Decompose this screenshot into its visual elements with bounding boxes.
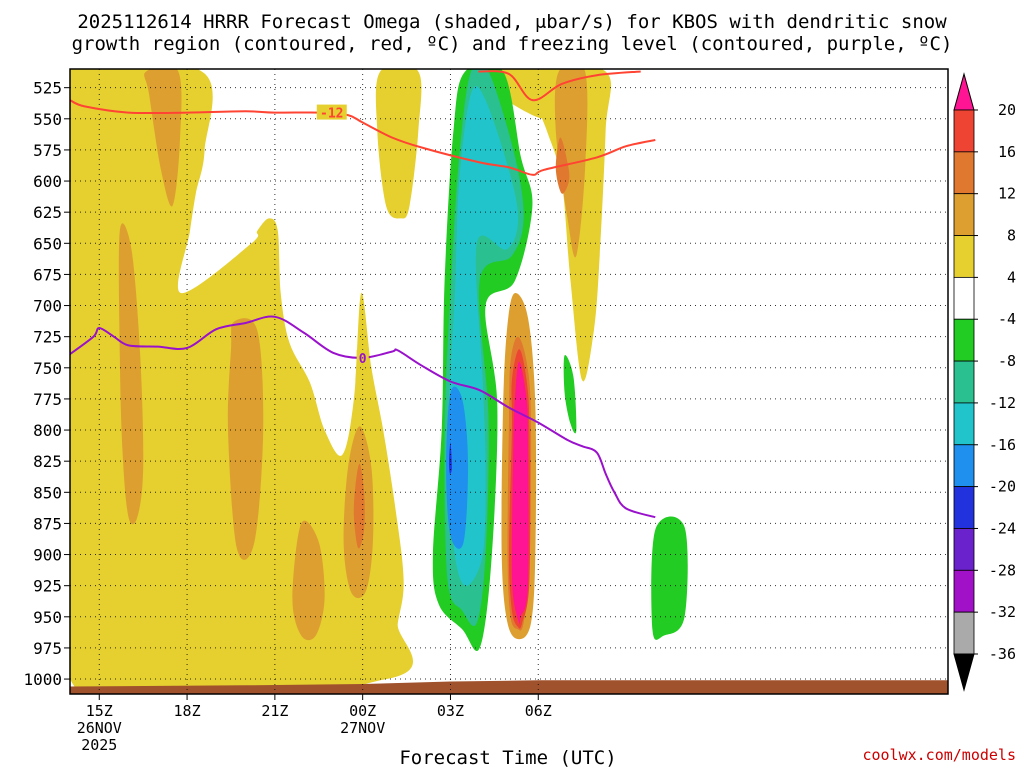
y-tick-label: 1000: [23, 670, 62, 689]
dgz-contour-label: -12: [320, 107, 343, 122]
colorbar-label: -28: [989, 561, 1016, 579]
colorbar-segment: [953, 402, 975, 446]
colorbar: 20 16 12 8 4 -4 -8 -12 -16 -20 -24 -28 -32 -36: [953, 72, 1016, 692]
omega-region: [118, 223, 144, 525]
omega-region: [144, 69, 182, 207]
colorbar-label: 12: [998, 185, 1016, 203]
x-tick-label: 00Z: [349, 702, 376, 720]
y-tick-label: 800: [33, 421, 62, 440]
y-tick-label: 700: [33, 297, 62, 316]
colorbar-segment: [953, 569, 975, 613]
colorbar-label: -16: [989, 436, 1016, 454]
y-tick-label: 625: [33, 203, 62, 222]
terrain-surface: [70, 680, 948, 694]
colorbar-segment: [953, 444, 975, 488]
colorbar-label: -12: [989, 394, 1016, 412]
y-tick-label: 825: [33, 452, 62, 471]
colorbar-label: -24: [989, 519, 1016, 537]
x-tick-label: 03Z: [437, 702, 464, 720]
freezing-level-label: 0: [359, 352, 367, 367]
omega-region: [651, 516, 688, 640]
colorbar-segment: [953, 528, 975, 571]
contour-lines: [70, 70, 656, 519]
y-tick-label: 675: [33, 265, 62, 284]
omega-region: [227, 318, 264, 560]
y-axis-ticks: 525 550 575 600 625 650 675 700 725 750 775 800 825 8…: [23, 79, 70, 689]
y-tick-label: 725: [33, 328, 62, 347]
colorbar-segment: [953, 235, 975, 278]
omega-shading: [70, 69, 688, 694]
chart-title-line: 2025112614 HRRR Forecast Omega (shaded, …: [77, 11, 947, 33]
chart-title: 2025112614 HRRR Forecast Omega (shaded, …: [72, 11, 953, 55]
y-tick-label: 975: [33, 639, 62, 658]
credit-text[interactable]: coolwx.com/models: [862, 746, 1016, 764]
y-tick-label: 550: [33, 110, 62, 129]
y-tick-label: 600: [33, 172, 62, 191]
dgz-contour-line: [478, 70, 641, 102]
freezing-level-line: [70, 315, 656, 519]
omega-region: [446, 386, 469, 549]
colorbar-label: -8: [998, 352, 1016, 370]
colorbar-segment: [953, 318, 975, 362]
y-tick-label: 925: [33, 577, 62, 596]
omega-region: [292, 520, 325, 641]
freezing-label-bg: [356, 349, 369, 365]
colorbar-label: 8: [1007, 227, 1016, 245]
y-tick-label: 650: [33, 234, 62, 253]
grid-lines: [70, 69, 948, 694]
y-tick-label: 750: [33, 359, 62, 378]
colorbar-segment: [953, 276, 975, 320]
colorbar-top-triangle: [953, 72, 975, 111]
x-axis-label: Forecast Time (UTC): [399, 747, 616, 768]
colorbar-segment: [953, 360, 975, 404]
colorbar-segment: [953, 193, 975, 236]
x-tick-label: 27NOV: [340, 719, 385, 737]
x-tick-label: 18Z: [174, 702, 201, 720]
colorbar-segment: [953, 109, 975, 153]
omega-region: [511, 361, 529, 625]
plot-frame: [69, 68, 949, 695]
dgz-label-bg: [316, 104, 347, 120]
colorbar-label: -36: [989, 645, 1016, 663]
colorbar-segment: [953, 611, 975, 655]
colorbar-label: 16: [998, 143, 1016, 161]
y-tick-label: 950: [33, 608, 62, 627]
y-tick-label: 525: [33, 79, 62, 98]
colorbar-label: -20: [989, 478, 1016, 496]
y-tick-label: 875: [33, 514, 62, 533]
terrain-band: [70, 680, 948, 694]
omega-region: [353, 463, 365, 549]
colorbar-label: -32: [989, 603, 1016, 621]
y-tick-label: 775: [33, 390, 62, 409]
colorbar-label: 20: [998, 101, 1016, 119]
x-tick-label: 15Z: [86, 702, 113, 720]
x-tick-label: 21Z: [261, 702, 288, 720]
contour-labels: -12 0: [316, 104, 369, 367]
omega-region: [448, 442, 452, 474]
x-tick-label: 06Z: [525, 702, 552, 720]
colorbar-bottom-triangle: [953, 653, 975, 692]
y-tick-label: 575: [33, 141, 62, 160]
chart-title-line: growth region (contoured, red, ºC) and f…: [72, 33, 953, 55]
colorbar-segment: [953, 486, 975, 529]
x-tick-label: 26NOV: [77, 719, 122, 737]
y-tick-label: 850: [33, 483, 62, 502]
colorbar-label: -4: [998, 310, 1016, 328]
x-tick-label: 2025: [81, 736, 117, 754]
colorbar-segment: [953, 151, 975, 195]
y-tick-label: 900: [33, 546, 62, 565]
colorbar-label: 4: [1007, 268, 1016, 286]
omega-region: [563, 354, 577, 434]
dgz-contour-line: [70, 99, 656, 176]
